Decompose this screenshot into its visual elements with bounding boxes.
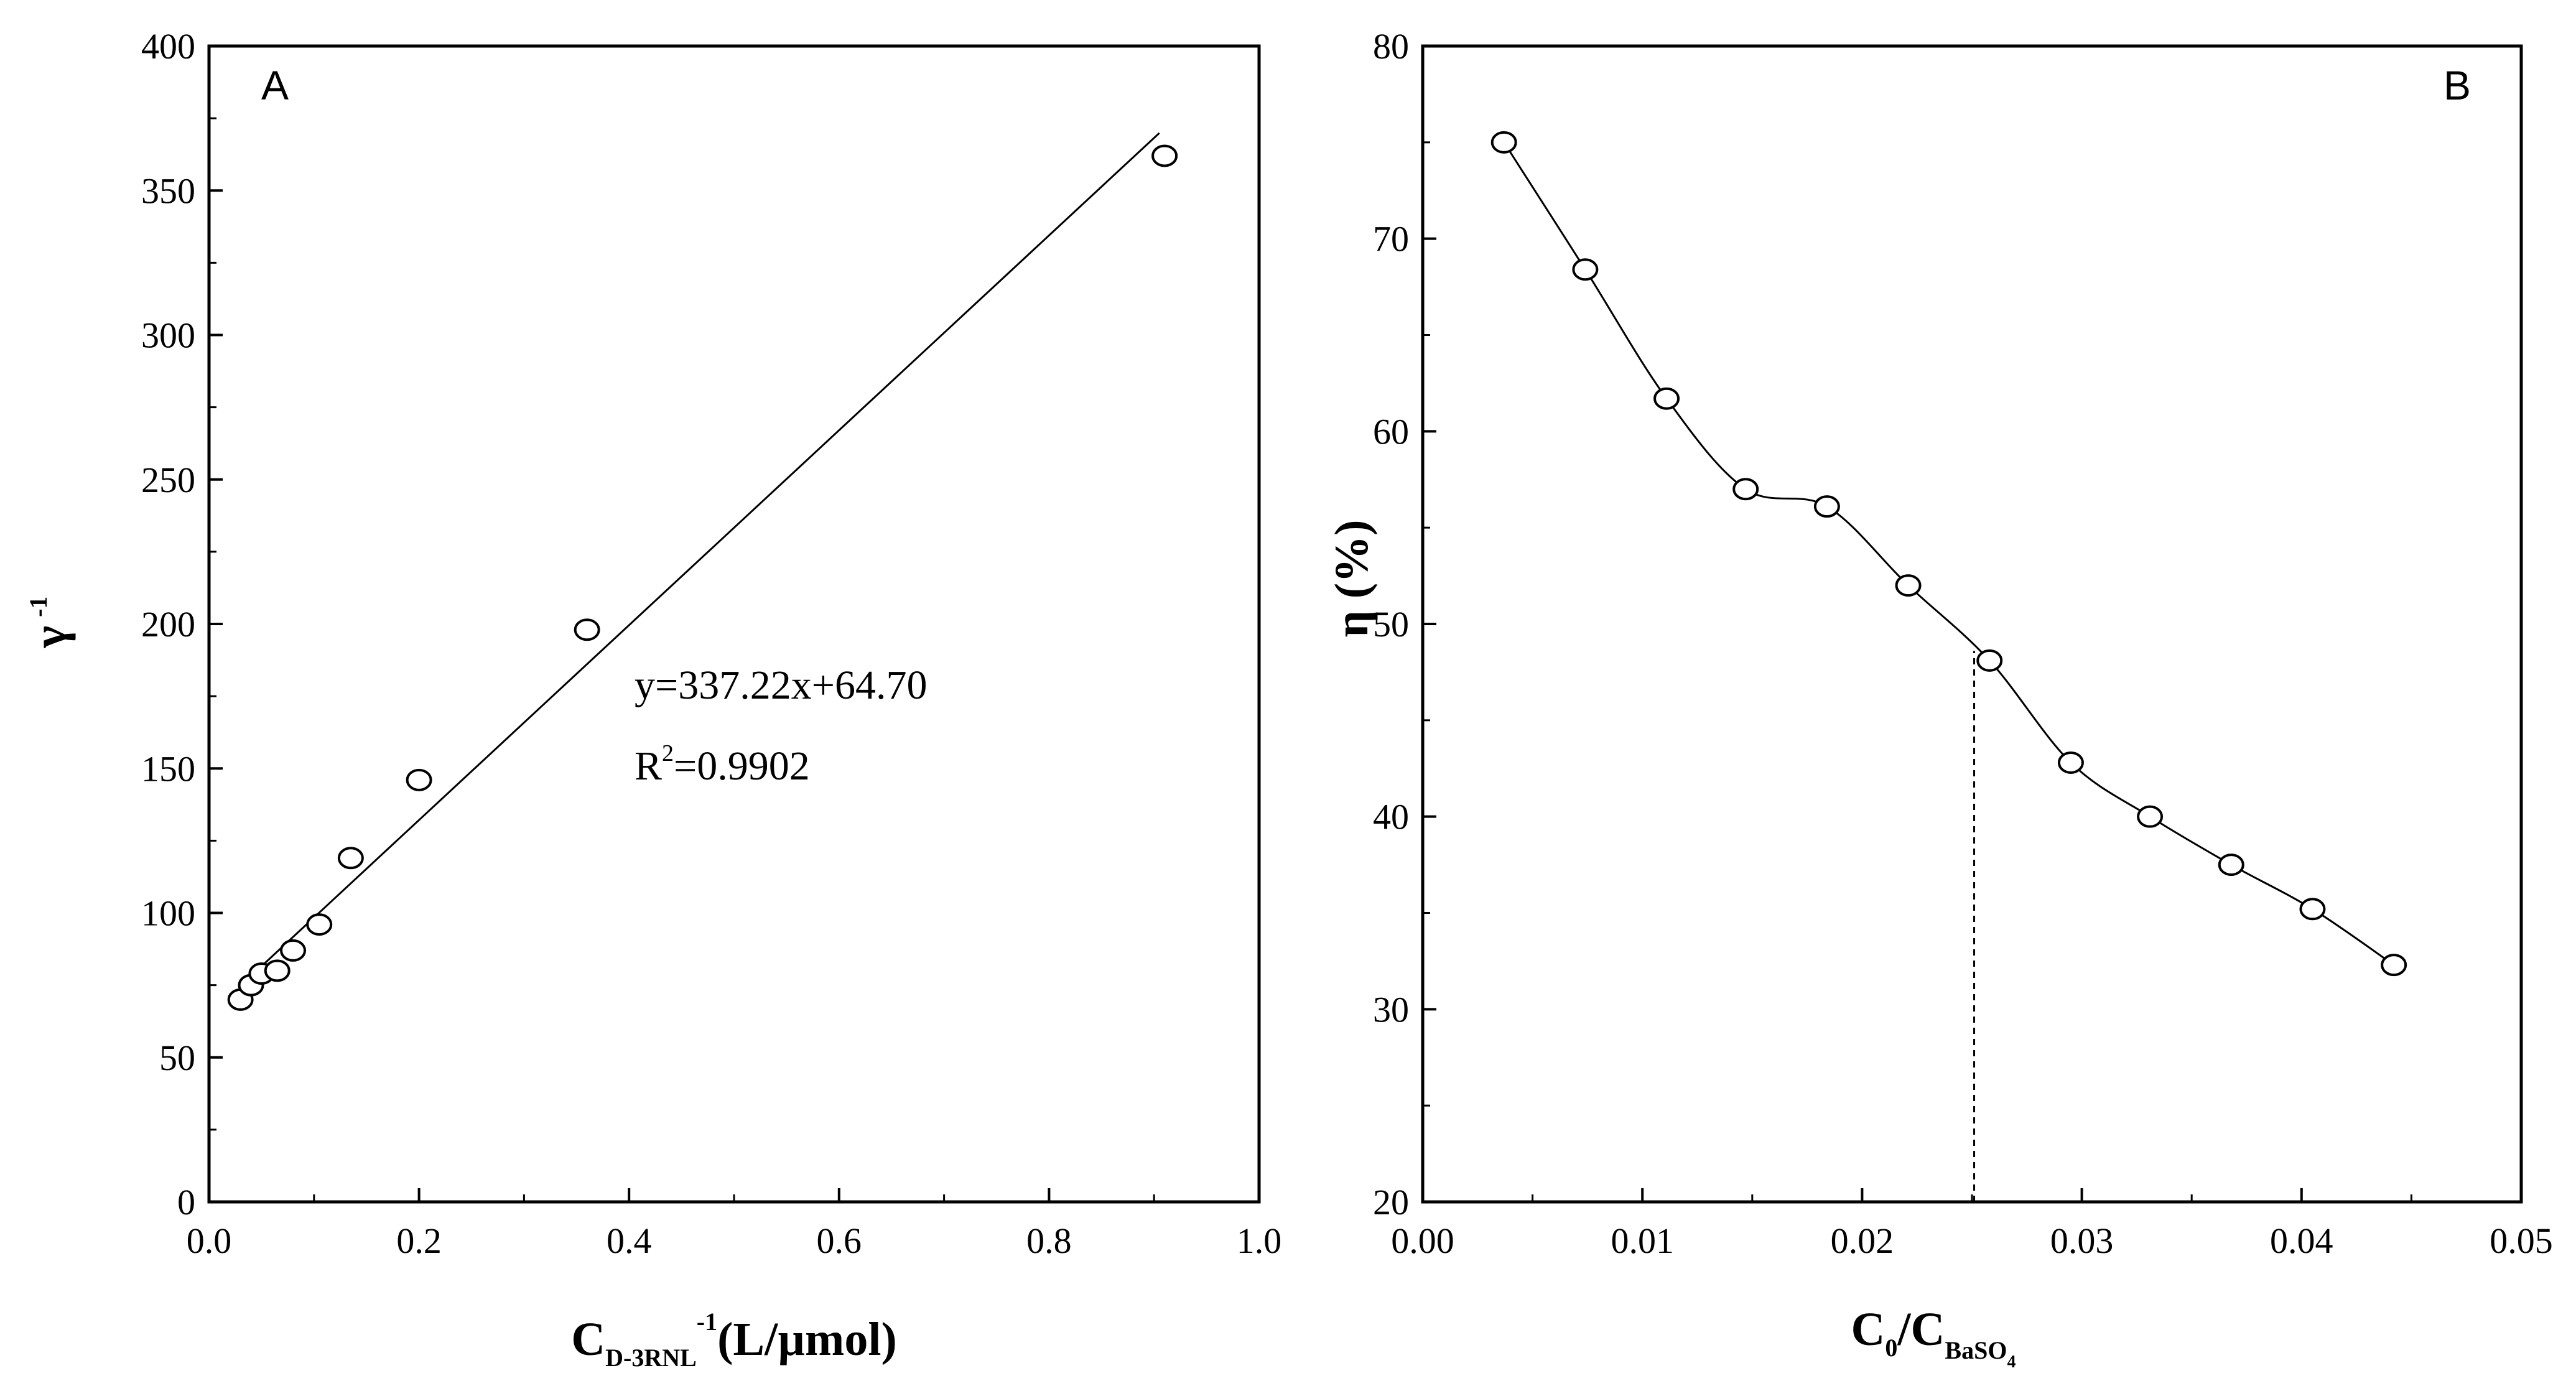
panel-b-y-tick-label: 50 — [1373, 604, 1409, 644]
panel-a-x-axis-title: CD-3RNL-1(L/µmol) — [571, 1308, 897, 1372]
panel-a-x-tick-label: 0.0 — [187, 1221, 232, 1261]
panel-a-xlabel-sub: D-3RNL — [605, 1344, 697, 1372]
panel-b-data-point — [1572, 258, 1599, 281]
panel-b-data-point — [1813, 495, 1840, 518]
panel-b-letter: B — [2443, 62, 2471, 108]
panel-b-xlabel-sub1: 0 — [1885, 1334, 1897, 1362]
panel-b-y-tick-label: 70 — [1373, 219, 1409, 259]
panel-a-fit-line — [238, 132, 1160, 989]
panel-b-y-tick-label: 80 — [1373, 26, 1409, 67]
panel-b-data-point — [2381, 954, 2407, 977]
panel-a-y-tick-label: 300 — [141, 315, 195, 356]
panel-b-x-tick-label: 0.02 — [1831, 1221, 1894, 1261]
panel-a-letter: A — [261, 62, 289, 108]
panel-b-y-axis-title: η (%) — [1326, 520, 1378, 638]
panel-a-data-point — [337, 847, 364, 870]
panel-a-plot — [227, 132, 1178, 1011]
panel-a-y-tick-label: 150 — [141, 748, 195, 789]
panel-a-data-point — [306, 913, 333, 936]
panel-b-ticks: 0.00 0.01 0.02 0.03 0.04 0.05 20 30 40 50 60 70 80 — [1373, 26, 2553, 1261]
panel-a-y-tick-label: 50 — [159, 1038, 195, 1078]
panel-b-data-point — [1490, 131, 1517, 154]
panel-b-data-point — [2218, 854, 2244, 877]
panel-a-r2-sup: 2 — [662, 740, 674, 766]
panel-b-data-point — [2299, 898, 2326, 921]
panel-a-y-axis-title: γ -1 — [24, 597, 76, 649]
panel-a-data-point — [264, 959, 291, 982]
panel-b-data-point — [2137, 805, 2164, 828]
panel-a-y-tick-label: 0 — [177, 1182, 195, 1222]
panel-b-data-point — [1653, 387, 1680, 410]
panel-a-x-tick-label: 0.2 — [396, 1221, 442, 1261]
panel-a-data-point — [1151, 144, 1178, 167]
panel-a-xlabel-rest: (L/µmol) — [717, 1313, 897, 1365]
panel-a-y-tick-label: 350 — [141, 170, 195, 211]
panel-b-xlabel-sub2: BaSO — [1945, 1336, 2007, 1364]
panel-a-xlabel-sup: -1 — [697, 1308, 717, 1336]
panel-a-x-tick-label: 1.0 — [1237, 1221, 1282, 1261]
panel-a-ylabel-main: γ — [24, 626, 76, 649]
panel-b-plot — [1490, 131, 2407, 1202]
panel-b-x-tick-label: 0.04 — [2270, 1221, 2333, 1261]
panel-b-y-tick-label: 20 — [1373, 1182, 1409, 1222]
panel-a-x-tick-label: 0.6 — [817, 1221, 862, 1261]
panel-a-data-point — [574, 618, 600, 641]
panel-b-y-tick-label: 30 — [1373, 989, 1409, 1030]
panel-b-x-tick-label: 0.03 — [2050, 1221, 2114, 1261]
panel-a-equation: y=337.22x+64.70 — [635, 663, 927, 708]
panel-b-x-tick-label: 0.00 — [1391, 1221, 1454, 1261]
panel-a-x-tick-label: 0.8 — [1026, 1221, 1072, 1261]
panel-a: 0.0 0.2 0.4 0.6 0.8 1.0 0 50 100 150 200 250 300 350 4… — [24, 26, 1281, 1372]
panel-a-x-tick-label: 0.4 — [607, 1221, 652, 1261]
panel-a-r2: R2=0.9902 — [635, 740, 810, 789]
svg-text:γ-1: γ -1 — [24, 597, 76, 649]
panel-b-frame — [1421, 44, 2523, 1204]
panel-b-x-tick-label: 0.05 — [2490, 1221, 2553, 1261]
panel-a-ylabel-sup: -1 — [24, 597, 52, 617]
panel-a-y-tick-label: 100 — [141, 893, 195, 934]
panel-b-data-point — [2057, 751, 2084, 774]
panel-a-y-tick-label: 200 — [141, 604, 195, 644]
panel-b-xlabel-sub3: 4 — [2007, 1352, 2016, 1372]
panel-b-ylabel: η (%) — [1326, 520, 1378, 638]
panel-b-data-point — [1976, 649, 2003, 672]
panel-b-series-line — [1503, 142, 2394, 966]
panel-a-y-tick-label: 400 — [141, 26, 195, 67]
panel-a-y-tick-label: 250 — [141, 460, 195, 500]
panel-a-r2-prefix: R — [635, 743, 662, 789]
panel-a-r2-value: =0.9902 — [674, 743, 810, 789]
panel-b-data-point — [1732, 478, 1759, 501]
panel-a-frame — [207, 44, 1261, 1204]
panel-b-y-tick-label: 40 — [1373, 797, 1409, 837]
panel-b-y-tick-label: 60 — [1373, 411, 1409, 452]
panel-b-xlabel-slash: /C — [1897, 1303, 1945, 1356]
panel-a-data-point — [406, 768, 432, 791]
panel-a-ticks: 0.0 0.2 0.4 0.6 0.8 1.0 0 50 100 150 200 250 300 350 4… — [141, 26, 1281, 1261]
panel-b-x-tick-label: 0.01 — [1611, 1221, 1674, 1261]
panel-a-xlabel-main: C — [571, 1313, 605, 1365]
panel-b-xlabel-main: C — [1851, 1303, 1886, 1356]
panel-b-x-axis-title: C0/CBaSO4 — [1851, 1303, 2016, 1372]
panel-a-data-point — [280, 939, 307, 962]
panel-b-data-point — [1895, 574, 1922, 597]
